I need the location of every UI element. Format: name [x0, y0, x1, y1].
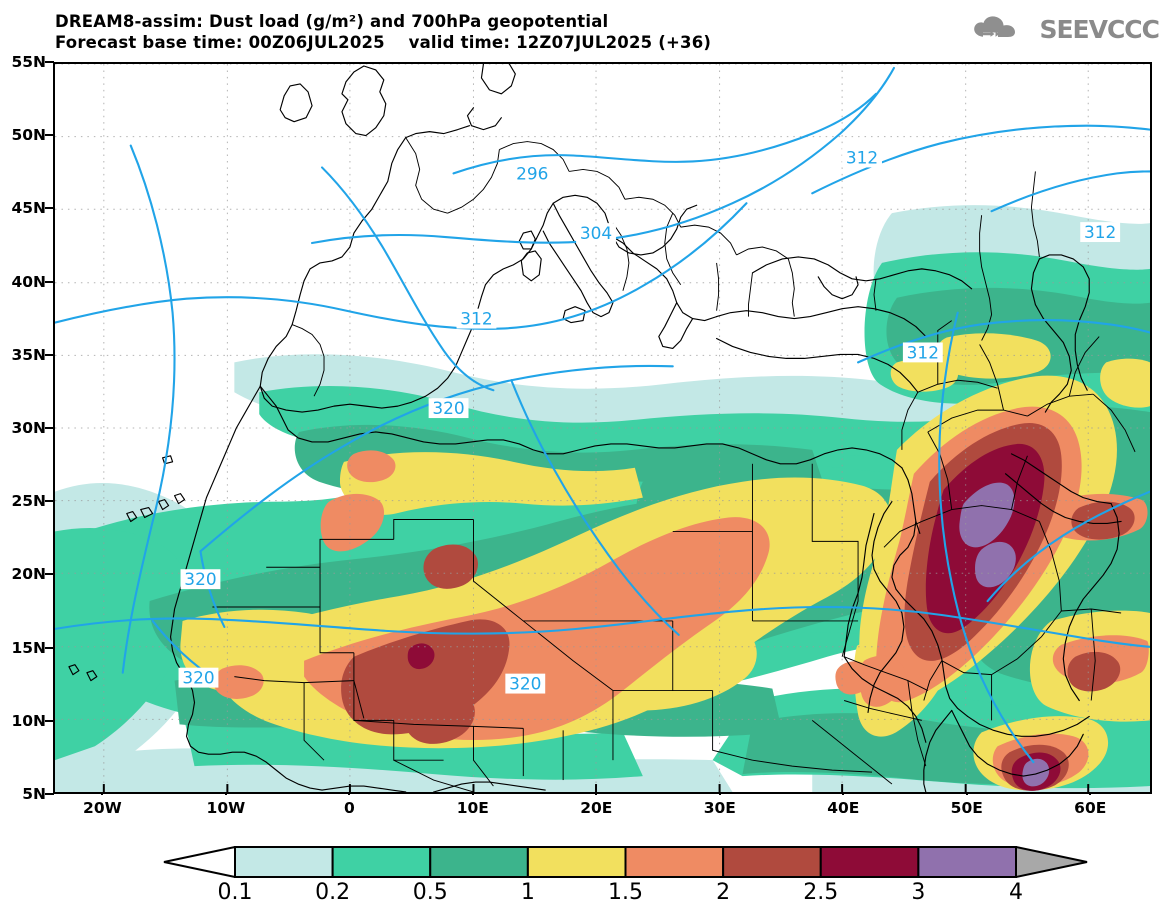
coastlines-and-borders — [68, 64, 1122, 792]
colorbar-tick-label: 1.5 — [608, 880, 643, 905]
colorbar-tick-label: 3 — [911, 880, 926, 905]
dust-load-colorbar — [163, 846, 1088, 878]
page-title: DREAM8-assim: Dust load (g/m²) and 700hP… — [55, 12, 609, 31]
x-axis-tick-label: 10W — [206, 799, 246, 817]
colorbar-segment — [429, 846, 529, 878]
y-axis-tick — [45, 61, 54, 63]
svg-text:320: 320 — [432, 398, 464, 418]
y-axis-tick-label: 40N — [11, 272, 46, 291]
y-axis-tick — [45, 427, 54, 429]
colorbar-segment — [526, 846, 627, 878]
x-axis-tick-label: 60E — [1074, 799, 1107, 817]
colorbar-tick-label: 0.2 — [315, 880, 351, 905]
colorbar-segment — [331, 846, 432, 878]
colorbar-tick-label: 4 — [1009, 880, 1023, 905]
svg-text:320: 320 — [509, 674, 541, 694]
logo-text: SEEVCCC — [1039, 14, 1160, 44]
y-axis-tick — [45, 573, 54, 576]
colorbar-over-arrow — [1015, 846, 1088, 878]
colorbar-segment — [624, 846, 725, 878]
colorbar-segment — [819, 846, 920, 878]
colorbar-segment — [234, 846, 334, 878]
seevccc-logo: SEEVCCC — [970, 12, 1160, 46]
y-axis-tick — [45, 646, 54, 649]
svg-text:304: 304 — [580, 223, 612, 243]
y-axis-tick — [45, 280, 54, 283]
colorbar-under-arrow — [163, 846, 236, 878]
y-axis-tick — [45, 353, 54, 356]
y-axis-tick-label: 45N — [11, 199, 46, 218]
chart-header: DREAM8-assim: Dust load (g/m²) and 700hP… — [0, 0, 1165, 58]
y-axis-tick — [45, 500, 54, 503]
svg-text:296: 296 — [516, 163, 548, 183]
svg-text:312: 312 — [1084, 222, 1116, 242]
y-axis-tick-label: 50N — [11, 126, 46, 145]
colorbar-tick-label: 0.1 — [217, 880, 253, 905]
colorbar-tick-label: 0.5 — [412, 880, 448, 905]
y-axis-tick — [45, 134, 54, 137]
y-axis-tick-label: 55N — [11, 53, 46, 71]
colorbar-segment — [917, 846, 1017, 878]
geopotential-contours — [55, 66, 1150, 764]
x-axis-tick-label: 10E — [456, 799, 489, 817]
y-axis-tick — [45, 793, 54, 795]
y-axis-tick-label: 35N — [11, 345, 46, 364]
colorbar-tick-label: 2 — [716, 880, 731, 905]
cloud-wind-icon — [974, 16, 1016, 37]
x-axis-tick-label: 20E — [580, 799, 613, 817]
frame-inner-ticks — [102, 784, 1090, 792]
dust-load-contour-fills — [55, 205, 1150, 792]
y-axis-tick-label: 30N — [11, 419, 46, 437]
x-axis-tick-label: 40E — [827, 799, 860, 817]
map-canvas: 296 304 312 312 312 312 320 320 320 — [55, 64, 1150, 792]
y-axis-tick-label: 5N — [22, 785, 46, 803]
contour-value-labels: 296 304 312 312 312 312 320 320 320 — [178, 147, 1121, 694]
y-axis-tick — [45, 207, 54, 210]
y-axis-tick — [45, 719, 54, 722]
lat-lon-gridlines — [55, 64, 1150, 792]
x-axis-tick-label: 50E — [950, 799, 983, 817]
svg-text:320: 320 — [184, 569, 216, 589]
svg-text:320: 320 — [182, 668, 214, 688]
y-axis-tick-label: 25N — [11, 492, 46, 511]
x-axis-tick-label: 0 — [343, 799, 355, 817]
x-axis-tick-label: 30E — [703, 799, 736, 817]
y-axis-tick-label: 20N — [11, 565, 46, 584]
colorbar-tick-label: 1 — [520, 880, 535, 905]
svg-text:312: 312 — [460, 309, 492, 329]
national-borders — [212, 137, 1136, 792]
y-axis-tick-label: 10N — [11, 711, 46, 730]
colorbar-segment — [722, 846, 822, 878]
svg-text:312: 312 — [846, 147, 878, 167]
svg-text:312: 312 — [907, 342, 939, 362]
x-axis-tick-label: 20W — [83, 799, 122, 817]
forecast-time-subtitle: Forecast base time: 00Z06JUL2025 valid t… — [55, 33, 712, 52]
colorbar-tick-label: 2.5 — [803, 880, 839, 905]
dust-load-map[interactable]: 296 304 312 312 312 312 320 320 320 — [53, 62, 1152, 794]
colorbar-container: 0.1 0.2 0.5 1 1.5 2 2.5 3 4 — [0, 840, 1165, 907]
y-axis-tick-label: 15N — [11, 638, 46, 657]
